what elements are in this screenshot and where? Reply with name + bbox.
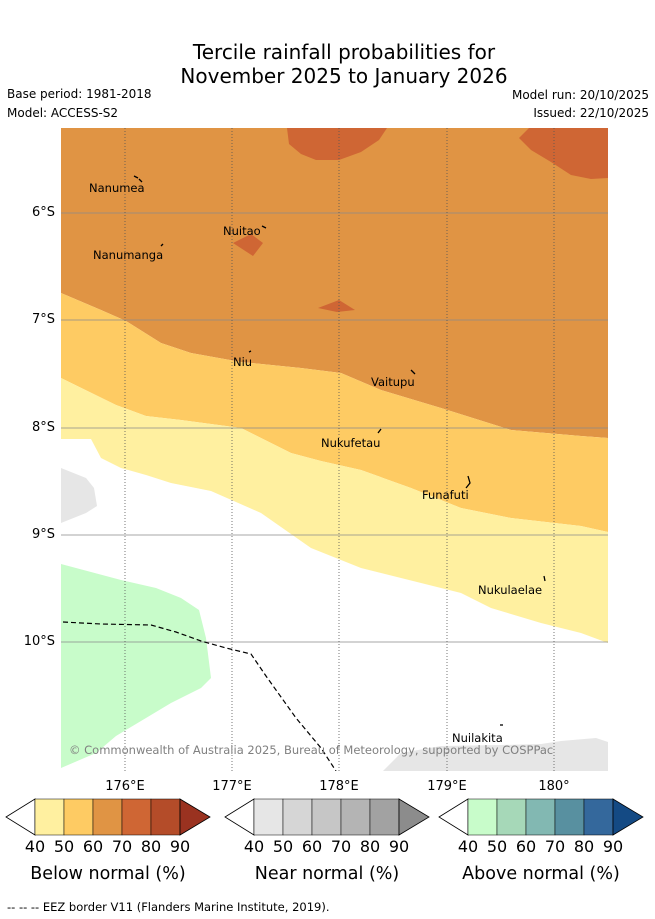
rainfall-map: Nanumea Nuitao Nanumanga Niu Vaitupu Nuk…: [61, 128, 608, 771]
lon-label-180: 180°: [538, 779, 570, 794]
place-label-nukufetau: Nukufetau: [321, 436, 380, 450]
bn-40-50-region: [61, 378, 608, 643]
bn-70-80-patch-northeast: [519, 128, 608, 179]
cb-nn-70: [340, 798, 371, 836]
cb-bn-tick-40: 40: [24, 837, 46, 856]
lat-label-9s: 9°S: [31, 527, 55, 542]
cb-title-below-normal: Below normal (%): [30, 864, 186, 884]
cb-nn-over: [398, 798, 430, 836]
issued-date: Issued: 22/10/2025: [533, 106, 649, 120]
cb-an-40: [467, 798, 498, 836]
lon-label-179e: 179°E: [427, 779, 467, 794]
cb-an-tick-90: 90: [602, 837, 624, 856]
place-label-nanumanga: Nanumanga: [93, 248, 163, 262]
cb-bn-tick-60: 60: [82, 837, 104, 856]
cb-an-tick-70: 70: [544, 837, 566, 856]
island-marks: [133, 175, 546, 726]
eez-legend: -- -- -- EEZ border V11 (Flanders Marine…: [7, 900, 330, 914]
lat-label-10s: 10°S: [23, 634, 55, 649]
place-label-nuitao: Nuitao: [223, 224, 261, 238]
cb-bn-80: [150, 798, 181, 836]
page-title: Tercile rainfall probabilities for Novem…: [0, 40, 655, 88]
title-line-2: November 2025 to January 2026: [180, 64, 508, 88]
colorbar-below-normal: [5, 798, 211, 836]
lon-label-176e: 176°E: [105, 779, 145, 794]
cb-an-over: [612, 798, 644, 836]
cb-nn-tick-40: 40: [243, 837, 265, 856]
an-40-50-region: [61, 564, 211, 768]
copyright-notice: © Commonwealth of Australia 2025, Bureau…: [69, 743, 553, 757]
cb-an-tick-40: 40: [457, 837, 479, 856]
place-label-nukulaelae: Nukulaelae: [478, 583, 542, 597]
lat-label-6s: 6°S: [31, 205, 55, 220]
cb-bn-70: [121, 798, 152, 836]
cb-title-above-normal: Above normal (%): [462, 864, 620, 884]
place-label-nuilakita: Nuilakita: [452, 731, 503, 745]
lon-label-178e: 178°E: [319, 779, 359, 794]
cb-an-tick-50: 50: [486, 837, 508, 856]
cb-bn-tick-90: 90: [169, 837, 191, 856]
colorbar-near-normal: [224, 798, 430, 836]
nn-40-50-patch-west: [61, 468, 97, 523]
cb-nn-tick-90: 90: [388, 837, 410, 856]
cb-an-under: [438, 798, 469, 836]
title-line-1: Tercile rainfall probabilities for: [192, 40, 496, 64]
cb-nn-tick-80: 80: [359, 837, 381, 856]
cb-bn-tick-80: 80: [140, 837, 162, 856]
cb-an-80: [583, 798, 614, 836]
cb-bn-tick-70: 70: [111, 837, 133, 856]
cb-an-60: [525, 798, 556, 836]
lon-gridlines: [124, 128, 555, 771]
cb-an-tick-60: 60: [515, 837, 537, 856]
cb-nn-tick-50: 50: [272, 837, 294, 856]
cb-nn-under: [224, 798, 255, 836]
bn-70-80-patch-north: [287, 128, 387, 160]
nn-40-50-patch-southeast: [383, 738, 608, 771]
model-run: Model run: 20/10/2025: [511, 88, 649, 102]
place-label-niu: Niu: [233, 355, 252, 369]
bn-70-80-patch-central: [318, 300, 355, 312]
place-label-nanumea: Nanumea: [89, 181, 145, 195]
lat-gridlines: [61, 212, 608, 643]
cb-nn-50: [282, 798, 313, 836]
bn-50-60-region: [61, 293, 608, 532]
cb-nn-60: [311, 798, 342, 836]
bn-70-80-patch-nuitao: [233, 234, 263, 256]
lon-label-177e: 177°E: [212, 779, 252, 794]
model-name: Model: ACCESS-S2: [7, 106, 119, 120]
cb-nn-tick-60: 60: [301, 837, 323, 856]
cb-bn-tick-50: 50: [53, 837, 75, 856]
cb-nn-tick-70: 70: [330, 837, 352, 856]
cb-nn-80: [369, 798, 400, 836]
place-label-vaitupu: Vaitupu: [371, 375, 415, 389]
cb-title-near-normal: Near normal (%): [254, 864, 400, 884]
place-label-funafuti: Funafuti: [422, 488, 469, 502]
cb-an-70: [554, 798, 585, 836]
colorbar-above-normal: [438, 798, 644, 836]
cb-bn-40: [34, 798, 65, 836]
lat-label-7s: 7°S: [31, 312, 55, 327]
lat-label-8s: 8°S: [31, 420, 55, 435]
eez-border: [62, 621, 337, 771]
cb-an-50: [496, 798, 527, 836]
base-period: Base period: 1981-2018: [7, 87, 152, 101]
cb-bn-over: [179, 798, 211, 836]
cb-bn-50: [63, 798, 94, 836]
cb-bn-under: [5, 798, 36, 836]
bn-60-70-region: [61, 128, 608, 438]
cb-nn-40: [253, 798, 284, 836]
cb-an-tick-80: 80: [573, 837, 595, 856]
cb-bn-60: [92, 798, 123, 836]
